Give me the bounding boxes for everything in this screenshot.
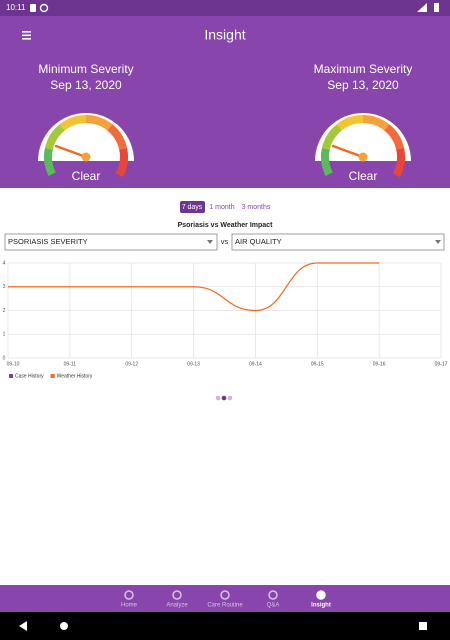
gauge-date: Sep 13, 2020	[50, 78, 122, 92]
gauge-segment	[321, 123, 343, 151]
gauge-segment	[362, 115, 391, 132]
recents-button[interactable]	[419, 622, 427, 630]
nav-icon[interactable]	[124, 590, 134, 600]
gauge-needle	[331, 144, 365, 159]
tab[interactable]: 1 month	[209, 204, 234, 211]
x-tick-label: 09-12	[125, 361, 138, 367]
selector-separator: vs	[221, 237, 229, 246]
gauge-segment	[321, 147, 333, 177]
gauge-status: Clear	[72, 169, 101, 183]
gauge-segment	[336, 115, 365, 131]
y-tick-label: 1	[3, 332, 6, 338]
x-tick-label: 09-16	[373, 361, 386, 367]
range-tabs: 7 days 1 month 3 months	[180, 201, 271, 213]
pager-dot[interactable]	[227, 395, 233, 401]
gauge-needle	[54, 144, 88, 159]
nav-label[interactable]: Q&A	[267, 603, 280, 609]
chart: 0 1 2 3 4 09-10 09-11 09-12 09-13 09-14 09-15 09-16…	[3, 260, 448, 379]
x-tick-label: 09-10	[7, 361, 20, 367]
y-tick-label: 2	[3, 308, 6, 314]
gauge-segment	[44, 147, 56, 177]
home-button[interactable]	[60, 622, 68, 630]
dropdown-value: AIR QUALITY	[235, 237, 282, 246]
tab[interactable]: 7 days	[182, 204, 203, 211]
gauge-segment	[392, 148, 405, 178]
y-tick-label: 3	[3, 284, 6, 290]
gauge-hub	[358, 152, 368, 162]
system-nav	[0, 612, 450, 640]
x-tick-label: 09-15	[311, 361, 324, 367]
x-tick-label: 09-14	[249, 361, 262, 367]
signal-icon	[417, 3, 427, 12]
battery-icon	[434, 3, 439, 12]
status-time: 10:11	[6, 3, 26, 12]
legend-swatch	[50, 374, 55, 378]
tab[interactable]: 3 months	[242, 204, 271, 211]
gauge-label: Maximum Severity	[314, 62, 413, 76]
header-title: Insight	[204, 27, 245, 43]
status-bar	[0, 0, 450, 16]
pager-dot[interactable]	[215, 395, 221, 401]
y-tick-label: 4	[3, 260, 6, 266]
pager-dot[interactable]	[221, 395, 227, 401]
dropdown-value: PSORIASIS SEVERITY	[8, 237, 88, 246]
nav-icon[interactable]	[220, 590, 230, 600]
y-tick-label: 0	[3, 355, 6, 361]
nav-items: Home Analyze Care Routine Q&A Insight	[121, 590, 331, 609]
gauge-segment	[384, 124, 405, 152]
tab-active-bg	[180, 201, 205, 213]
back-button[interactable]	[19, 621, 27, 631]
gauges: Minimum Severity Sep 13, 2020 Clear Maximum…	[38, 62, 412, 183]
gauge-segment	[115, 148, 128, 178]
gauge-status: Clear	[349, 169, 378, 183]
nav-label[interactable]: Home	[121, 603, 138, 609]
status-icon	[30, 4, 36, 12]
legend-label: Case History	[15, 373, 44, 379]
x-tick-label: 09-13	[187, 361, 200, 367]
series-line	[8, 262, 380, 312]
dropdown-arrow	[207, 240, 213, 244]
nav-icon[interactable]	[268, 590, 278, 600]
menu-button[interactable]	[22, 31, 31, 40]
nav-label[interactable]: Analyze	[166, 603, 188, 609]
x-tick-label: 09-17	[435, 361, 448, 367]
right-selector[interactable]: AIR QUALITY	[231, 233, 445, 251]
gauge-segment	[85, 115, 114, 132]
gauge-segment	[59, 115, 88, 131]
gauge-segment	[107, 124, 128, 152]
status-icon	[39, 3, 49, 13]
dropdown-box	[4, 233, 218, 251]
menu-bar	[22, 38, 31, 40]
nav-icon[interactable]	[172, 590, 182, 600]
nav-icon[interactable]	[316, 590, 326, 600]
nav-label[interactable]: Care Routine	[207, 603, 243, 609]
dropdown-box	[231, 233, 445, 251]
chart-title: Psoriasis vs Weather Impact	[178, 222, 273, 229]
left-selector[interactable]: PSORIASIS SEVERITY	[4, 233, 218, 251]
gauge-label: Minimum Severity	[38, 62, 133, 76]
menu-bar	[22, 34, 31, 37]
dropdown-arrow	[435, 240, 441, 244]
gauge-date: Sep 13, 2020	[327, 78, 399, 92]
legend-label: Weather History	[57, 373, 93, 379]
gauge-segment	[44, 123, 66, 151]
legend-swatch	[9, 374, 13, 378]
gauge-hub	[81, 152, 91, 162]
x-tick-label: 09-11	[64, 361, 77, 367]
menu-bar	[22, 31, 31, 33]
nav-label[interactable]: Insight	[311, 603, 331, 609]
